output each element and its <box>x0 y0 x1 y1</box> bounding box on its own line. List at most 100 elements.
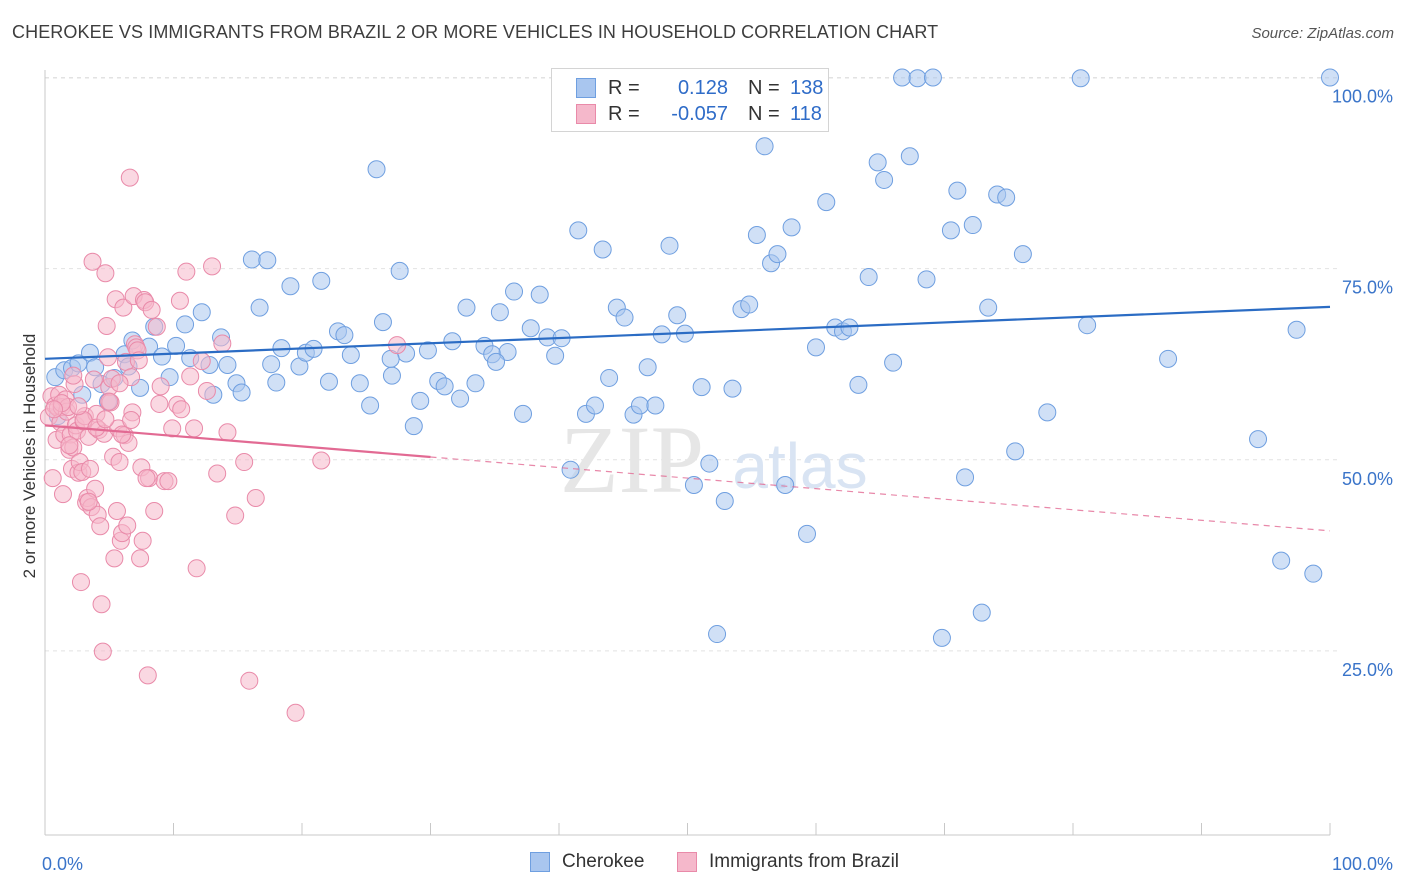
cherokee-point <box>1321 68 1339 87</box>
cherokee-point <box>849 375 868 394</box>
cherokee-point <box>451 389 470 408</box>
brazil-point <box>133 531 152 550</box>
cherokee-point <box>267 373 286 392</box>
brazil-point <box>181 367 200 386</box>
cherokee-point <box>1249 430 1268 449</box>
brazil-point <box>246 488 265 507</box>
brazil-point <box>105 549 124 568</box>
brazil-point <box>163 419 182 438</box>
cherokee-point <box>941 221 960 240</box>
brazil-point <box>213 334 232 353</box>
brazil-point <box>138 666 157 685</box>
cherokee-point <box>893 68 912 87</box>
cherokee-point <box>660 236 679 255</box>
cherokee-point <box>569 221 588 240</box>
cherokee-point <box>755 137 774 156</box>
cherokee-point <box>600 368 619 387</box>
cherokee-point <box>232 383 251 402</box>
brazil-point <box>122 410 141 429</box>
brazil-point <box>96 264 115 283</box>
cherokee-point <box>498 342 517 361</box>
cherokee-point <box>1071 69 1090 88</box>
cherokee-point <box>312 271 331 290</box>
cherokee-point <box>868 153 887 172</box>
cherokee-point <box>1287 320 1306 339</box>
cherokee-point <box>708 625 727 644</box>
cherokee-point <box>668 306 687 325</box>
cherokee-point <box>262 355 281 374</box>
brazil-swatch <box>576 104 596 124</box>
chart-source: Source: ZipAtlas.com <box>1251 25 1394 42</box>
legend-r-label: R = <box>608 76 640 99</box>
legend-n-label: N = <box>748 102 780 125</box>
cherokee-point <box>723 379 742 398</box>
cherokee-point <box>997 188 1016 207</box>
brazil-point <box>96 410 115 429</box>
cherokee-swatch <box>530 852 550 872</box>
legend-r-value: 0.128 <box>677 76 728 99</box>
cherokee-point <box>884 353 903 372</box>
cherokee-point <box>382 366 401 385</box>
cherokee-point <box>923 68 942 87</box>
legend-n-value: 118 <box>790 102 822 125</box>
cherokee-point <box>167 336 186 355</box>
cherokee-swatch <box>576 78 596 98</box>
brazil-point <box>43 469 62 488</box>
cherokee-point <box>335 326 354 345</box>
cherokee-point <box>875 170 894 189</box>
cherokee-point <box>457 298 476 317</box>
brazil-point <box>84 370 103 389</box>
brazil-point <box>44 400 63 419</box>
cherokee-point <box>192 303 211 322</box>
legend-r-value: -0.057 <box>671 102 728 125</box>
brazil-point <box>92 595 111 614</box>
cherokee-point <box>1038 403 1057 422</box>
cherokee-point <box>242 250 261 269</box>
cherokee-point <box>798 524 817 543</box>
cherokee-point <box>435 377 454 396</box>
brazil-point <box>197 381 216 400</box>
cherokee-point <box>615 308 634 327</box>
legend-n-value: 138 <box>790 76 824 99</box>
cherokee-point <box>776 475 795 494</box>
cherokee-point <box>700 454 719 473</box>
cherokee-point <box>466 374 485 393</box>
brazil-point <box>71 573 90 592</box>
brazil-point <box>131 549 150 568</box>
chart-title: CHEROKEE VS IMMIGRANTS FROM BRAZIL 2 OR … <box>12 22 939 42</box>
cherokee-point <box>747 225 766 244</box>
cherokee-point <box>817 193 836 212</box>
cherokee-point <box>782 218 801 237</box>
legend-item-brazil: Immigrants from Brazil <box>677 851 899 873</box>
cherokee-point <box>404 417 423 436</box>
cherokee-point <box>514 404 533 423</box>
cherokee-point <box>979 298 998 317</box>
legend-item-cherokee: Cherokee <box>530 851 644 873</box>
brazil-point <box>312 451 331 470</box>
cherokee-point <box>411 391 430 410</box>
cherokee-point <box>505 282 524 301</box>
cherokee-point <box>487 352 506 371</box>
brazil-point <box>80 459 99 478</box>
cherokee-point <box>390 261 409 280</box>
cherokee-point <box>1078 316 1097 335</box>
brazil-point <box>192 352 211 371</box>
cherokee-point <box>630 396 649 415</box>
series-legend: Cherokee Immigrants from Brazil <box>0 851 1406 879</box>
legend-row-cherokee: R = 0.128 N = 138 <box>576 76 823 100</box>
cherokee-point <box>521 319 540 338</box>
cherokee-point <box>418 341 437 360</box>
brazil-point <box>218 423 237 442</box>
brazil-point <box>145 501 164 520</box>
brazil-point <box>53 485 72 504</box>
cherokee-point <box>684 475 703 494</box>
cherokee-point <box>972 603 991 622</box>
cherokee-point <box>546 346 565 365</box>
brazil-trend-line <box>44 424 431 459</box>
brazil-point <box>107 501 126 520</box>
brazil-point <box>97 316 116 335</box>
cherokee-point <box>740 295 759 314</box>
watermark-atlas: atlas <box>732 430 867 502</box>
cherokee-point <box>807 338 825 357</box>
